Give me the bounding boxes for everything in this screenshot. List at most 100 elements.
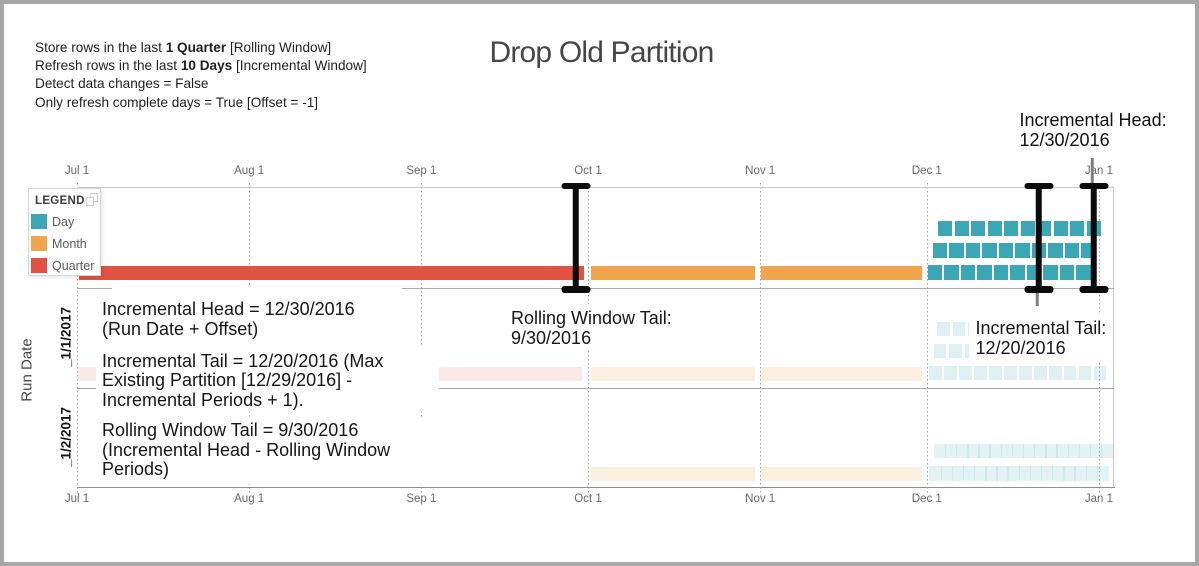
legend-swatch-quarter [30, 258, 47, 273]
ann-rolling-window-tail-formula-bg [77, 418, 588, 484]
current-month-bar [760, 266, 923, 280]
run-1-1-2017-day-square [952, 322, 966, 337]
copy-icon[interactable] [85, 192, 101, 209]
incremental-tail-leader-line [1035, 292, 1039, 306]
current-day-square [1048, 242, 1063, 258]
run-1-2-2017-day-square [1007, 466, 1021, 481]
current-day-square [977, 265, 992, 281]
ann-incremental-tail-label-line: 12/20/2016 [975, 337, 1066, 358]
ann-rolling-window-tail-line: 9/30/2016 [511, 327, 592, 348]
current-day-square [987, 221, 1002, 237]
y-axis-label-1: _1/1/2017 [58, 306, 74, 368]
run-1-2-2017-day-square [1089, 443, 1103, 459]
run-1-2-2017-day-square [1040, 466, 1054, 481]
current-day-square [1059, 265, 1075, 281]
x-axis-label-top: Jan 1 [1084, 165, 1114, 177]
x-axis-label-top: Oct 1 [574, 165, 602, 177]
rolling-window-tail-marker-stem [572, 185, 579, 290]
run-1-1-2017-day-square [1018, 366, 1032, 381]
current-month-bar [590, 266, 756, 280]
ann-incremental-tail-bg [96, 346, 439, 412]
x-axis-label-top: Sep 1 [406, 165, 437, 177]
run-1-2-2017-day-square [1067, 443, 1081, 459]
run-1-2-2017-day-square [978, 443, 991, 459]
run-1-2-2017-day-square [1078, 443, 1092, 459]
x-axis-label-bottom: Dec 1 [911, 493, 942, 505]
ann-rolling-window-tail-formula-line: Rolling Window Tail = 9/30/2016 [102, 420, 359, 440]
incremental-tail-marker-bottom-cap [1024, 286, 1053, 293]
current-day-square [960, 265, 976, 281]
current-day-square [982, 242, 997, 258]
run-1-1-2017-month-bar [760, 367, 923, 381]
gridline-sep1 [421, 183, 423, 494]
policy-text: [Rolling Window] [226, 39, 332, 55]
current-day-square [938, 221, 953, 237]
run-1-2-2017-day-square [1018, 466, 1032, 481]
current-day-square [1053, 221, 1068, 237]
x-axis-line [76, 487, 1115, 489]
x-axis-label-bottom: Jan 1 [1084, 493, 1114, 505]
ann-rolling-window-tail-bg [506, 304, 680, 350]
policy-text: Only refresh complete days = True [Offse… [35, 94, 319, 110]
run-1-2-2017-day-square [1074, 466, 1087, 481]
incremental-head-label-line2: 12/30/2016 [1019, 129, 1110, 150]
current-day-square [1015, 242, 1030, 258]
legend[interactable]: LEGEND Day Month Quarter [28, 188, 101, 276]
legend-title: LEGEND [35, 195, 85, 207]
legend-label-day: Day [52, 215, 75, 229]
incremental-head-label-line1: Incremental Head: [1019, 110, 1167, 130]
current-day-square [965, 242, 981, 258]
run-1-1-2017-month-bar [590, 367, 756, 381]
copy-icon-front [85, 196, 94, 206]
run-1-2-2017-day-square [962, 466, 976, 481]
run-1-2-2017-day-square [1000, 443, 1014, 459]
current-day-square [932, 242, 948, 258]
incremental-head-marker-stem [1090, 185, 1097, 290]
current-day-square [971, 221, 986, 237]
current-quarter-bar [78, 266, 584, 280]
run-1-2-2017-day-square [940, 466, 954, 481]
run-1-2-2017-day-square [1063, 466, 1076, 481]
current-day-square [1070, 221, 1085, 237]
x-axis-label-bottom: Nov 1 [745, 493, 776, 505]
run-1-1-2017-day-square [1004, 366, 1017, 381]
row-separator-1 [77, 288, 1114, 289]
run-1-2-2017-day-square [951, 466, 965, 481]
current-day-square [927, 265, 943, 281]
ann-incremental-head: Incremental Head = 12/30/2016 (Run Date +… [102, 299, 355, 339]
ann-incremental-tail-label: Incremental Tail: 12/20/2016 [975, 318, 1107, 358]
ann-incremental-head-line: (Run Date + Offset) [102, 318, 259, 339]
rolling-window-tail-marker-top-cap [561, 182, 590, 189]
ann-rolling-window-tail-formula-line: Periods) [102, 459, 170, 479]
gridline-nov1 [760, 183, 762, 494]
current-day-square [993, 265, 1009, 281]
page-title: Drop Old Partition [489, 35, 714, 69]
ann-incremental-tail: Incremental Tail = 12/20/2016 (Max Existi… [102, 350, 384, 411]
current-day-square [1020, 221, 1035, 237]
run-1-1-2017-day-square [974, 366, 987, 381]
incremental-head-marker-bottom-cap [1079, 286, 1108, 293]
ann-incremental-tail-line: Incremental Tail = 12/20/2016 (Max [102, 350, 384, 371]
current-day-square [998, 242, 1014, 258]
run-1-2-2017-day-square [1096, 466, 1110, 481]
current-day-square [1043, 265, 1058, 281]
run-1-1-2017-day-square [937, 322, 950, 337]
run-1-1-2017-day-square [1048, 366, 1062, 381]
run-1-2-2017-day-square [1045, 443, 1058, 459]
run-1-2-2017-day-square [1085, 466, 1099, 481]
run-1-2-2017-day-square [1034, 443, 1047, 459]
current-day-square [1076, 265, 1091, 281]
legend-label-quarter: Quarter [52, 259, 95, 273]
ann-incremental-tail-line: Existing Partition [12/29/2016] - [102, 370, 353, 390]
run-1-2-2017-day-square [996, 466, 1009, 481]
ann-incremental-tail-label-bg [969, 315, 1108, 361]
run-1-2-2017-day-square [956, 443, 969, 459]
rolling-window-tail-marker-bottom-cap [561, 286, 590, 293]
run-1-1-2017-day-square [929, 366, 943, 381]
gridline-jul1 [77, 183, 78, 494]
plot-border-top [77, 187, 1114, 188]
ann-incremental-head-line: Incremental Head = 12/30/2016 [102, 299, 355, 319]
run-1-2-2017-day-square [929, 466, 942, 481]
incremental-head-label: Incremental Head: 12/30/2016 [1019, 110, 1167, 150]
x-axis-label-bottom: Jul 1 [64, 493, 90, 505]
